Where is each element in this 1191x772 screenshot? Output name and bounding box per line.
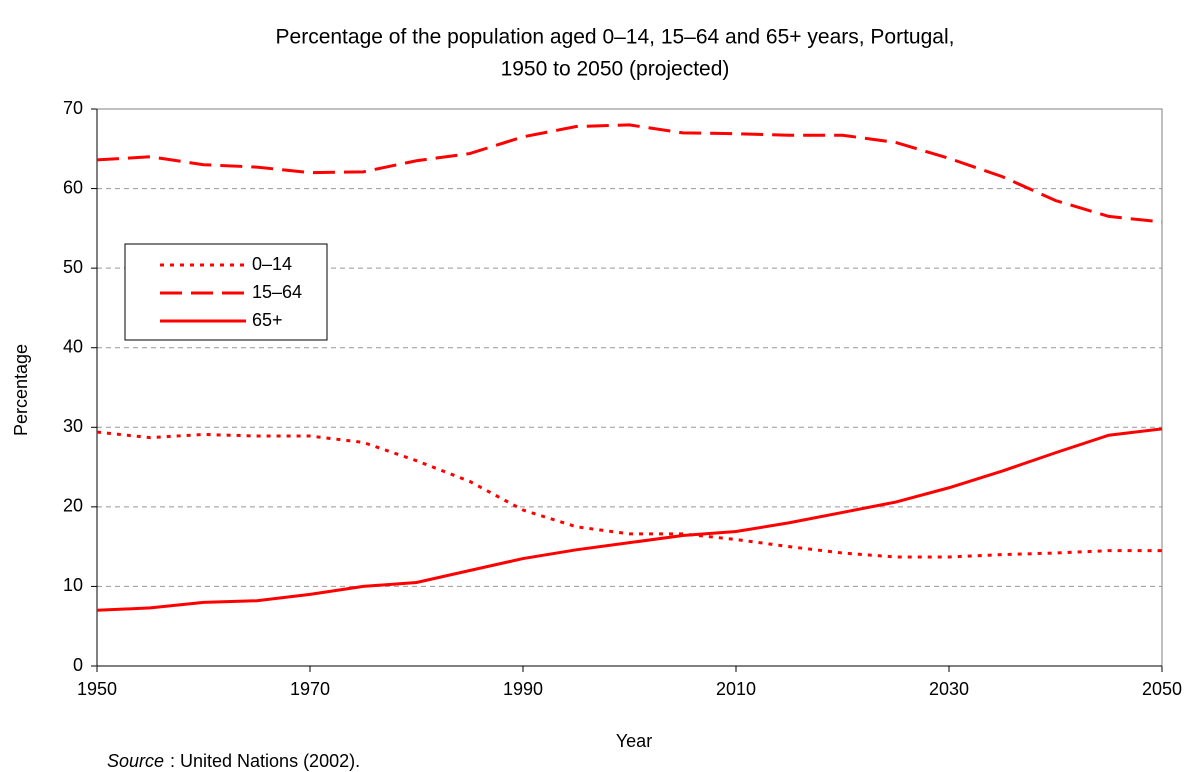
x-tick-label: 1990: [503, 679, 543, 699]
series-line: [96, 430, 1162, 559]
y-tick-label: 40: [63, 336, 83, 356]
y-tick-label: 20: [63, 496, 83, 516]
x-tick-label: 1950: [77, 679, 117, 699]
y-tick-label: 30: [63, 416, 83, 436]
chart-title: Percentage of the population aged 0–14, …: [276, 26, 955, 49]
x-axis-label: Year: [616, 731, 652, 751]
y-tick-label: 60: [63, 177, 83, 197]
legend-label: 65+: [252, 310, 283, 330]
x-tick-label: 2050: [1142, 679, 1182, 699]
y-axis-label: Percentage: [11, 344, 31, 436]
source-label: Source: [107, 751, 164, 771]
chart-subtitle: 1950 to 2050 (projected): [501, 58, 730, 81]
y-tick-label: 70: [63, 98, 83, 118]
x-tick-label: 1970: [290, 679, 330, 699]
legend-label: 15–64: [252, 282, 302, 302]
series-line: [96, 427, 1163, 612]
y-tick-label: 50: [63, 257, 83, 277]
source-text: : United Nations (2002).: [170, 751, 360, 771]
y-tick-label: 10: [63, 575, 83, 595]
legend-label: 0–14: [252, 254, 292, 274]
plot-frame: [96, 108, 1163, 667]
series-line: [96, 123, 1163, 224]
x-tick-label: 2030: [929, 679, 969, 699]
y-tick-label: 0: [73, 655, 83, 675]
x-tick-label: 2010: [716, 679, 756, 699]
